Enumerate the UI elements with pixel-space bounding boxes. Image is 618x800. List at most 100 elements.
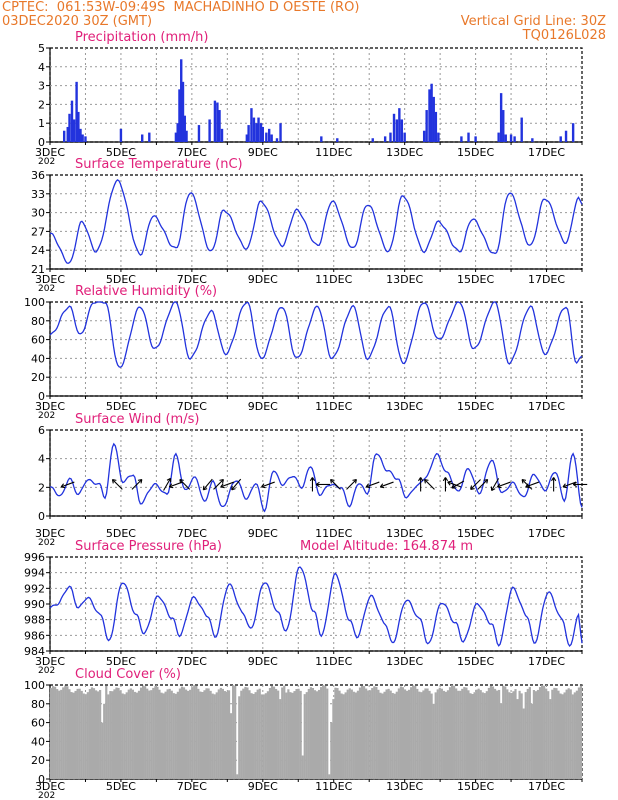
cloud-bar — [569, 689, 572, 779]
cloud-bar — [430, 693, 433, 779]
cloud-bar — [105, 685, 108, 779]
cloud-bar — [397, 688, 400, 779]
y-tick-label: 24 — [31, 244, 45, 257]
precip-bar — [467, 132, 470, 142]
cloud-bar — [526, 688, 529, 779]
precip-bar — [181, 81, 185, 142]
cloud-bar — [522, 708, 525, 779]
cloud-bar — [174, 693, 177, 779]
wind-arrow — [309, 477, 316, 492]
cloud-bar — [371, 688, 374, 779]
precip-bar — [571, 123, 575, 142]
cloud-bar — [551, 689, 554, 779]
precip-bar — [245, 134, 249, 142]
cloud-bar — [377, 689, 380, 779]
precip-bar — [531, 138, 534, 142]
cloud-bar — [217, 689, 220, 779]
x-tick-label: 5DEC — [106, 400, 136, 413]
y-tick-label: 0 — [38, 510, 45, 523]
cloud-bar — [502, 685, 505, 779]
y-tick-label: 20 — [31, 754, 45, 767]
cloud-bar — [197, 688, 200, 779]
precip-bar — [216, 102, 219, 142]
cloud-bar — [236, 774, 239, 779]
cloud-bar — [121, 693, 124, 779]
cloud-bar — [500, 703, 503, 779]
cloud-bar — [215, 692, 218, 779]
cloud-bar — [481, 692, 484, 779]
cloud-bar — [352, 691, 355, 779]
precip-bar — [428, 89, 431, 142]
cloud-bar — [250, 693, 253, 779]
cloud-bar — [563, 692, 566, 779]
precip-bar — [474, 136, 477, 142]
cloud-bar — [256, 689, 259, 779]
cloud-bar — [154, 686, 157, 779]
cloud-bar — [434, 692, 437, 779]
cloud-bar — [420, 692, 423, 779]
precip-bar — [220, 128, 224, 142]
cloud-bar — [72, 692, 75, 779]
cloud-bar — [227, 690, 231, 779]
wind-arrow — [490, 478, 500, 492]
precip-bar — [320, 136, 323, 142]
cloud-bar — [211, 693, 214, 779]
year-label: 202 — [38, 284, 55, 294]
cloud-bar — [264, 693, 267, 779]
cloud-bar — [182, 687, 186, 779]
series-line — [49, 566, 583, 648]
cloud-bar — [164, 691, 167, 779]
run-datetime: 03DEC2020 30Z (GMT) — [2, 14, 153, 29]
x-tick-label: 5DEC — [106, 527, 136, 540]
wind-arrow — [451, 480, 465, 489]
y-tick-label: 27 — [31, 225, 45, 238]
cloud-bar — [51, 686, 55, 779]
cloud-bar — [567, 688, 570, 779]
cloud-bar — [446, 690, 450, 779]
cloud-bar — [191, 687, 194, 779]
cloud-bar — [94, 690, 98, 779]
cloud-bar — [320, 687, 323, 779]
cloud-bar — [450, 685, 454, 779]
series-line — [49, 179, 583, 265]
series-line — [49, 301, 583, 368]
precip-bar — [502, 110, 505, 142]
x-tick-label: 11DEC — [315, 780, 352, 793]
cloud-bar — [545, 688, 548, 779]
cloud-bar — [369, 690, 372, 779]
precip-bar — [72, 119, 76, 142]
station-header: CPTEC: 061:53W-09:49S MACHADINHO D OESTE… — [2, 0, 360, 15]
cloud-bar — [487, 687, 490, 779]
wind-arrow — [551, 477, 557, 492]
precip-bar — [141, 134, 144, 142]
cloud-bar — [303, 694, 306, 779]
precip-bar — [437, 132, 440, 142]
cloud-bar — [485, 691, 488, 779]
precip-bar — [504, 134, 507, 142]
cloud-bar — [528, 687, 531, 779]
panel-title: Precipitation (mm/h) — [75, 30, 208, 45]
cloud-bar — [426, 688, 429, 779]
cloud-bar — [381, 693, 384, 779]
cloud-bar — [506, 689, 509, 779]
cloud-bar — [338, 690, 341, 779]
cloud-bar — [260, 694, 263, 779]
year-label: 202 — [38, 538, 55, 548]
cloud-bar — [54, 686, 57, 779]
cloud-bar — [148, 690, 151, 779]
precip-bar — [255, 123, 258, 142]
cloud-bar — [510, 692, 513, 779]
cloud-bar — [356, 690, 360, 779]
precip-bar — [432, 96, 435, 142]
cloud-bar — [195, 685, 198, 779]
cloud-bar — [283, 685, 286, 779]
cloud-bar — [133, 691, 137, 779]
cloud-bar — [348, 688, 351, 779]
cloud-bar — [412, 685, 415, 779]
cloud-bar — [272, 686, 276, 779]
wind-arrow — [213, 478, 224, 490]
cloud-bar — [166, 689, 169, 779]
cloud-bar — [344, 692, 347, 779]
cloud-bar — [117, 687, 120, 779]
cloud-bar — [362, 686, 366, 779]
